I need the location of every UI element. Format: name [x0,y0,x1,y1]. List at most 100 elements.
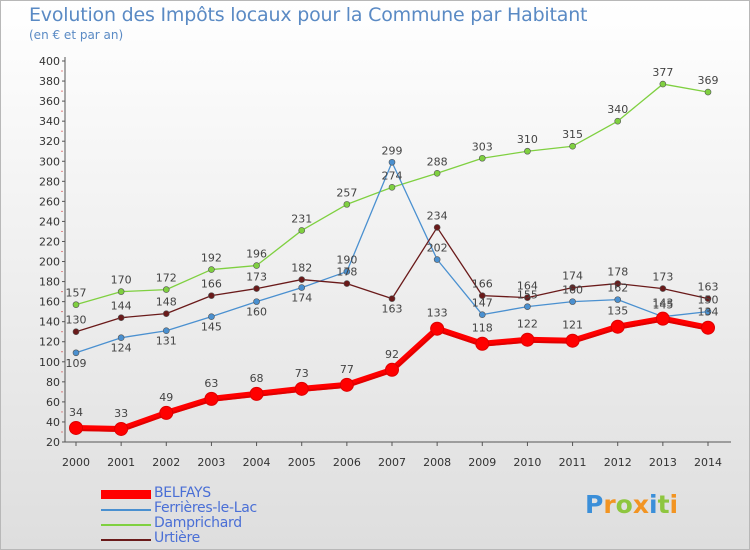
data-point [659,80,667,88]
legend: BELFAYS Ferrières-le-Lac Damprichard Urtièr… [101,485,341,547]
y-tick-label: 120 [39,336,60,349]
data-label: 163 [382,303,403,316]
data-point [659,285,667,292]
data-point [478,154,486,162]
data-point [433,169,441,177]
x-tick-label: 2011 [559,456,587,469]
data-label: 135 [607,305,628,318]
data-label: 155 [517,289,538,302]
y-minor-tick [61,130,63,132]
data-label: 257 [336,186,357,199]
data-point [117,314,125,321]
data-point [701,320,715,335]
legend-swatch [101,509,151,511]
y-minor-tick [61,431,63,433]
data-point [343,201,351,208]
data-point [614,280,622,287]
data-label: 377 [652,66,673,79]
legend-swatch [101,490,151,499]
data-label: 178 [336,266,357,279]
y-minor-tick [61,90,63,92]
data-point [343,280,351,287]
data-label: 143 [652,297,673,310]
x-tick-label: 2008 [423,456,451,469]
data-point [388,184,396,191]
data-label: 157 [66,287,87,300]
data-point [204,391,219,406]
y-tick-label: 240 [39,215,60,228]
data-point [162,286,170,293]
data-point [162,327,170,335]
legend-item: BELFAYS [101,485,341,502]
legend-label: BELFAYS [154,485,211,501]
y-tick-label: 280 [39,175,60,188]
data-label: 63 [204,377,218,390]
y-minor-tick [61,70,63,72]
data-label: 303 [472,140,493,153]
data-point [69,420,83,435]
data-point [159,405,174,420]
y-tick-label: 340 [39,115,60,128]
data-label: 68 [250,372,264,385]
legend-label: Damprichard [154,515,242,531]
data-point [614,296,622,303]
data-label: 118 [472,322,493,335]
logo-letter: t [657,490,670,519]
legend-swatch [101,539,151,541]
x-tick-label: 2001 [107,456,135,469]
data-label: 202 [427,242,448,255]
legend-item: Damprichard [101,515,341,532]
logo-letter: r [603,490,616,519]
data-point [388,158,396,166]
data-point [72,301,80,308]
x-tick-label: 2003 [197,456,225,469]
logo-letter: P [585,490,604,519]
y-tick-label: 180 [39,276,60,289]
data-label: 145 [652,299,673,312]
data-point [72,328,80,336]
y-minor-tick [61,250,63,253]
x-tick-label: 2004 [243,456,271,469]
data-label: 299 [382,144,403,157]
data-point [704,295,712,302]
data-label: 147 [472,297,493,310]
y-minor-tick [61,331,63,333]
data-point [298,284,306,291]
data-point [208,266,215,273]
data-point [117,288,125,295]
x-tick-label: 2006 [333,456,361,469]
data-point [524,147,531,155]
data-point [253,298,260,305]
legend-item: Urtière [101,530,341,547]
legend-label: Urtière [154,530,200,546]
data-label: 173 [652,271,673,284]
data-point [253,262,260,269]
data-label: 369 [698,74,719,87]
data-point [388,295,396,302]
legend-swatch [101,524,151,526]
data-label: 164 [517,280,538,293]
y-tick-label: 400 [39,55,60,68]
y-minor-tick [61,311,63,313]
data-point [433,256,441,263]
data-label: 172 [156,272,177,285]
data-label: 122 [517,318,538,331]
chart-subtitle: (en € et par an) [29,28,124,42]
data-label: 166 [472,278,493,291]
x-tick-label: 2014 [694,456,722,469]
data-point [655,311,670,326]
data-point [208,313,215,320]
data-point [339,377,354,392]
data-point [117,334,125,342]
y-minor-tick [61,291,63,293]
data-label: 182 [291,262,312,275]
data-label: 121 [562,319,583,332]
y-tick-label: 360 [39,95,60,108]
y-tick-label: 220 [39,235,60,248]
data-label: 170 [111,274,132,287]
data-point [72,349,80,357]
data-label: 144 [111,300,132,313]
data-label: 130 [66,314,87,327]
